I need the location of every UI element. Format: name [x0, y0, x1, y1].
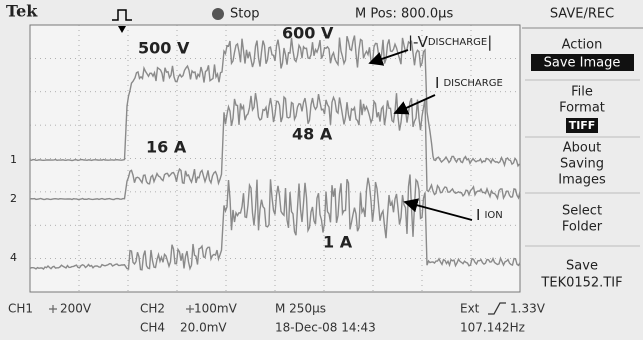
- annotation: 16 A: [146, 138, 187, 157]
- menu-value[interactable]: TEK0152.TIF: [540, 276, 622, 291]
- channel-marker: 1: [10, 153, 17, 166]
- menu-label[interactable]: File: [571, 85, 593, 100]
- menu-label[interactable]: Action: [562, 38, 603, 53]
- menu-label[interactable]: Folder: [562, 220, 603, 235]
- channel-label: CH4: [140, 321, 165, 335]
- position: M Pos: 800.0µs: [355, 7, 453, 22]
- menu-label[interactable]: Saving: [560, 157, 604, 172]
- run-state: Stop: [230, 7, 260, 22]
- date: 18-Dec-08 14:43: [275, 321, 376, 335]
- channel-label: CH1: [8, 302, 33, 316]
- frequency: 107.142Hz: [460, 321, 525, 335]
- channel-scale: 20.0mV: [180, 321, 227, 335]
- trigger: Ext: [460, 302, 480, 316]
- annotation: 48 A: [292, 125, 333, 144]
- menu-title: SAVE/REC: [550, 7, 614, 22]
- menu-label[interactable]: Save: [566, 259, 598, 274]
- trigger-level: 1.33V: [510, 302, 546, 316]
- stop-icon: [212, 8, 224, 20]
- channel-marker: 4: [10, 251, 17, 264]
- annotation: 600 V: [282, 24, 334, 43]
- menu-label[interactable]: About: [563, 141, 601, 156]
- channel-marker: 2: [10, 192, 17, 205]
- menu-value[interactable]: Save Image: [544, 56, 621, 71]
- menu-label[interactable]: Select: [562, 204, 602, 219]
- annotation: 500 V: [138, 39, 190, 58]
- menu-value[interactable]: TIFF: [569, 119, 596, 132]
- brand: Tek: [6, 2, 38, 21]
- oscilloscope-screen: Tek Stop M Pos: 800.0µs SAVE/REC Action …: [0, 0, 643, 340]
- menu-label[interactable]: Images: [558, 173, 606, 188]
- channel-scale: 100mV: [194, 302, 238, 316]
- channel-label: CH2: [140, 302, 165, 316]
- annotation: 1 A: [323, 233, 353, 252]
- channel-scale: 200V: [60, 302, 92, 316]
- timebase: M 250µs: [275, 302, 326, 316]
- menu-label[interactable]: Format: [559, 101, 605, 116]
